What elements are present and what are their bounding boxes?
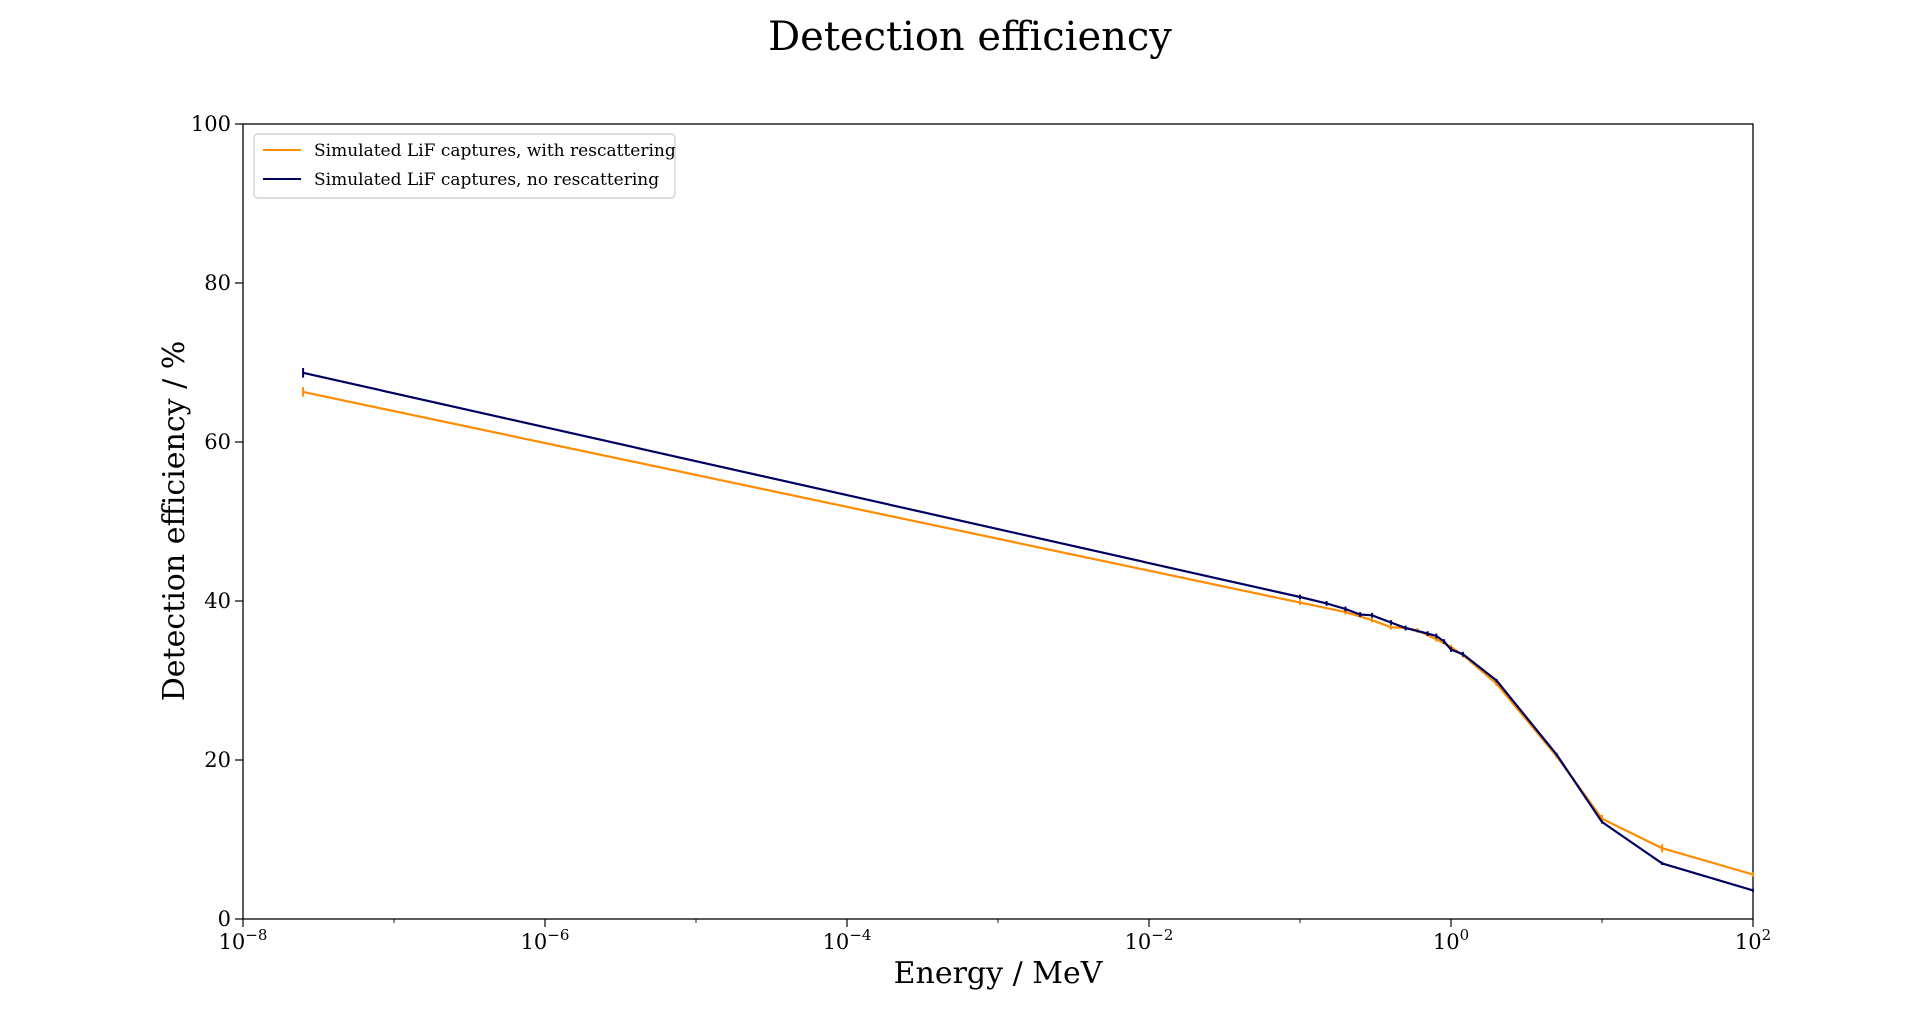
- y-tick-label: 100: [191, 112, 231, 136]
- legend-box: [253, 133, 676, 199]
- series-layer: [302, 368, 1754, 892]
- x-axis-ticks: 10−8 10−6 10−4 10−2 100 102: [219, 919, 1771, 954]
- x-axis-label: Energy / MeV: [894, 956, 1104, 991]
- x-tick-label-base: 10: [1433, 930, 1460, 954]
- x-tick-label-base: 10: [521, 930, 548, 954]
- x-tick-label-base: 10: [219, 930, 246, 954]
- x-tick-label-base: 10: [1735, 930, 1762, 954]
- x-tick-label-exponent: −4: [849, 926, 871, 944]
- y-axis-label: Detection efficiency / %: [157, 341, 192, 702]
- x-tick-label: 10−6: [521, 926, 570, 954]
- x-tick-label-exponent: 2: [1762, 926, 1772, 944]
- x-tick-label: 10−4: [823, 926, 872, 954]
- x-tick-label: 100: [1433, 926, 1469, 954]
- y-tick-label: 20: [204, 748, 231, 772]
- y-tick-label: 40: [204, 589, 231, 613]
- axes-frame: [242, 123, 1754, 920]
- legend-label-with-rescattering: Simulated LiF captures, with rescatterin…: [314, 141, 676, 161]
- y-tick-label: 80: [204, 271, 231, 295]
- x-tick-label: 102: [1735, 926, 1771, 954]
- chart-title: Detection efficiency: [768, 14, 1172, 60]
- x-tick-label-exponent: −8: [245, 926, 267, 944]
- series-line-0: [302, 390, 1754, 876]
- y-tick-label: 0: [218, 907, 231, 931]
- x-tick-label-exponent: −2: [1151, 926, 1173, 944]
- x-tick-label-base: 10: [823, 930, 850, 954]
- y-tick-label: 60: [204, 430, 231, 454]
- x-tick-label-exponent: 0: [1460, 926, 1470, 944]
- x-tick-label: 10−8: [219, 926, 268, 954]
- x-tick-label: 10−2: [1125, 926, 1174, 954]
- x-tick-label-exponent: −6: [547, 926, 569, 944]
- legend-label-no-rescattering: Simulated LiF captures, no rescattering: [314, 170, 659, 190]
- legend: Simulated LiF captures, with rescatterin…: [253, 133, 676, 199]
- series-line-1: [302, 371, 1754, 892]
- y-axis-ticks: 0 20 40 60 80 100: [191, 112, 243, 931]
- x-tick-label-base: 10: [1125, 930, 1152, 954]
